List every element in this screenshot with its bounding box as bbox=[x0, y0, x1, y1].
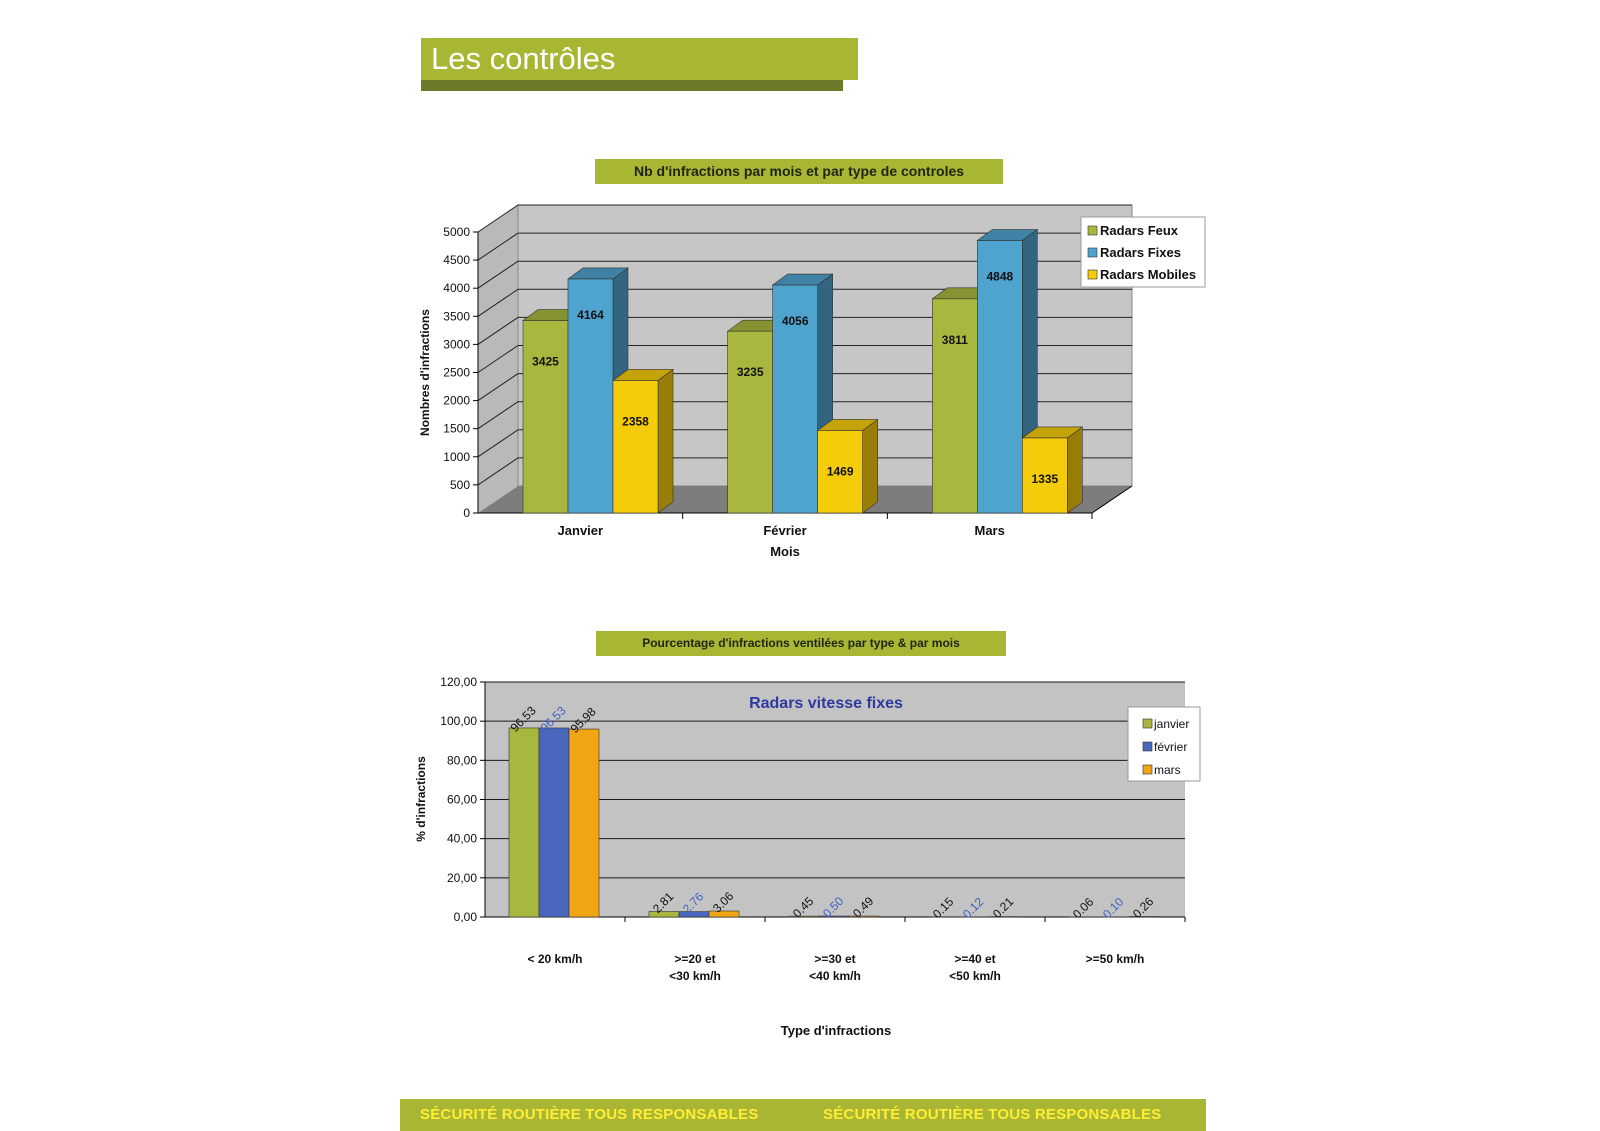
chart2-bar bbox=[649, 911, 679, 917]
chart2-legend-label: février bbox=[1154, 740, 1187, 754]
chart2-bar bbox=[539, 728, 569, 917]
chart2-bar bbox=[679, 912, 709, 917]
chart2-xtick-label: >=30 et bbox=[814, 952, 855, 966]
chart2-xtick-label: < 20 km/h bbox=[527, 952, 582, 966]
chart2-bar bbox=[569, 729, 599, 917]
chart2-ylabel: % d'infractions bbox=[414, 756, 428, 842]
chart2-legend-swatch bbox=[1143, 719, 1152, 728]
chart2-ytick-label: 120,00 bbox=[440, 675, 477, 689]
chart2-ytick-label: 80,00 bbox=[447, 753, 477, 767]
chart2-xtick-label: >=40 et bbox=[954, 952, 995, 966]
chart2-legend-label: mars bbox=[1154, 763, 1181, 777]
chart2-xtick-label: <50 km/h bbox=[949, 969, 1001, 983]
chart2-xtick-label: >=50 km/h bbox=[1086, 952, 1145, 966]
footer-slogan-right: SÉCURITÉ ROUTIÈRE TOUS RESPONSABLES bbox=[823, 1106, 1161, 1123]
chart2-bar bbox=[509, 728, 539, 917]
chart2-ytick-label: 0,00 bbox=[454, 910, 478, 924]
chart2-legend-swatch bbox=[1143, 765, 1152, 774]
chart2-legend-swatch bbox=[1143, 742, 1152, 751]
chart2-bar bbox=[709, 911, 739, 917]
footer-bar: SÉCURITÉ ROUTIÈRE TOUS RESPONSABLES SÉCU… bbox=[400, 1099, 1206, 1131]
chart2-ytick-label: 20,00 bbox=[447, 871, 477, 885]
chart2-ytick-label: 60,00 bbox=[447, 793, 477, 807]
chart2-subtitle: Radars vitesse fixes bbox=[749, 695, 903, 712]
chart2-ytick-label: 100,00 bbox=[440, 714, 477, 728]
chart2-ytick-label: 40,00 bbox=[447, 832, 477, 846]
chart2-xlabel: Type d'infractions bbox=[781, 1023, 891, 1038]
chart2-xtick-label: <40 km/h bbox=[809, 969, 861, 983]
chart2-xtick-label: >=20 et bbox=[674, 952, 715, 966]
footer-slogan-left: SÉCURITÉ ROUTIÈRE TOUS RESPONSABLES bbox=[420, 1106, 758, 1123]
chart2-legend-label: janvier bbox=[1153, 717, 1189, 731]
chart2-xtick-label: <30 km/h bbox=[669, 969, 721, 983]
